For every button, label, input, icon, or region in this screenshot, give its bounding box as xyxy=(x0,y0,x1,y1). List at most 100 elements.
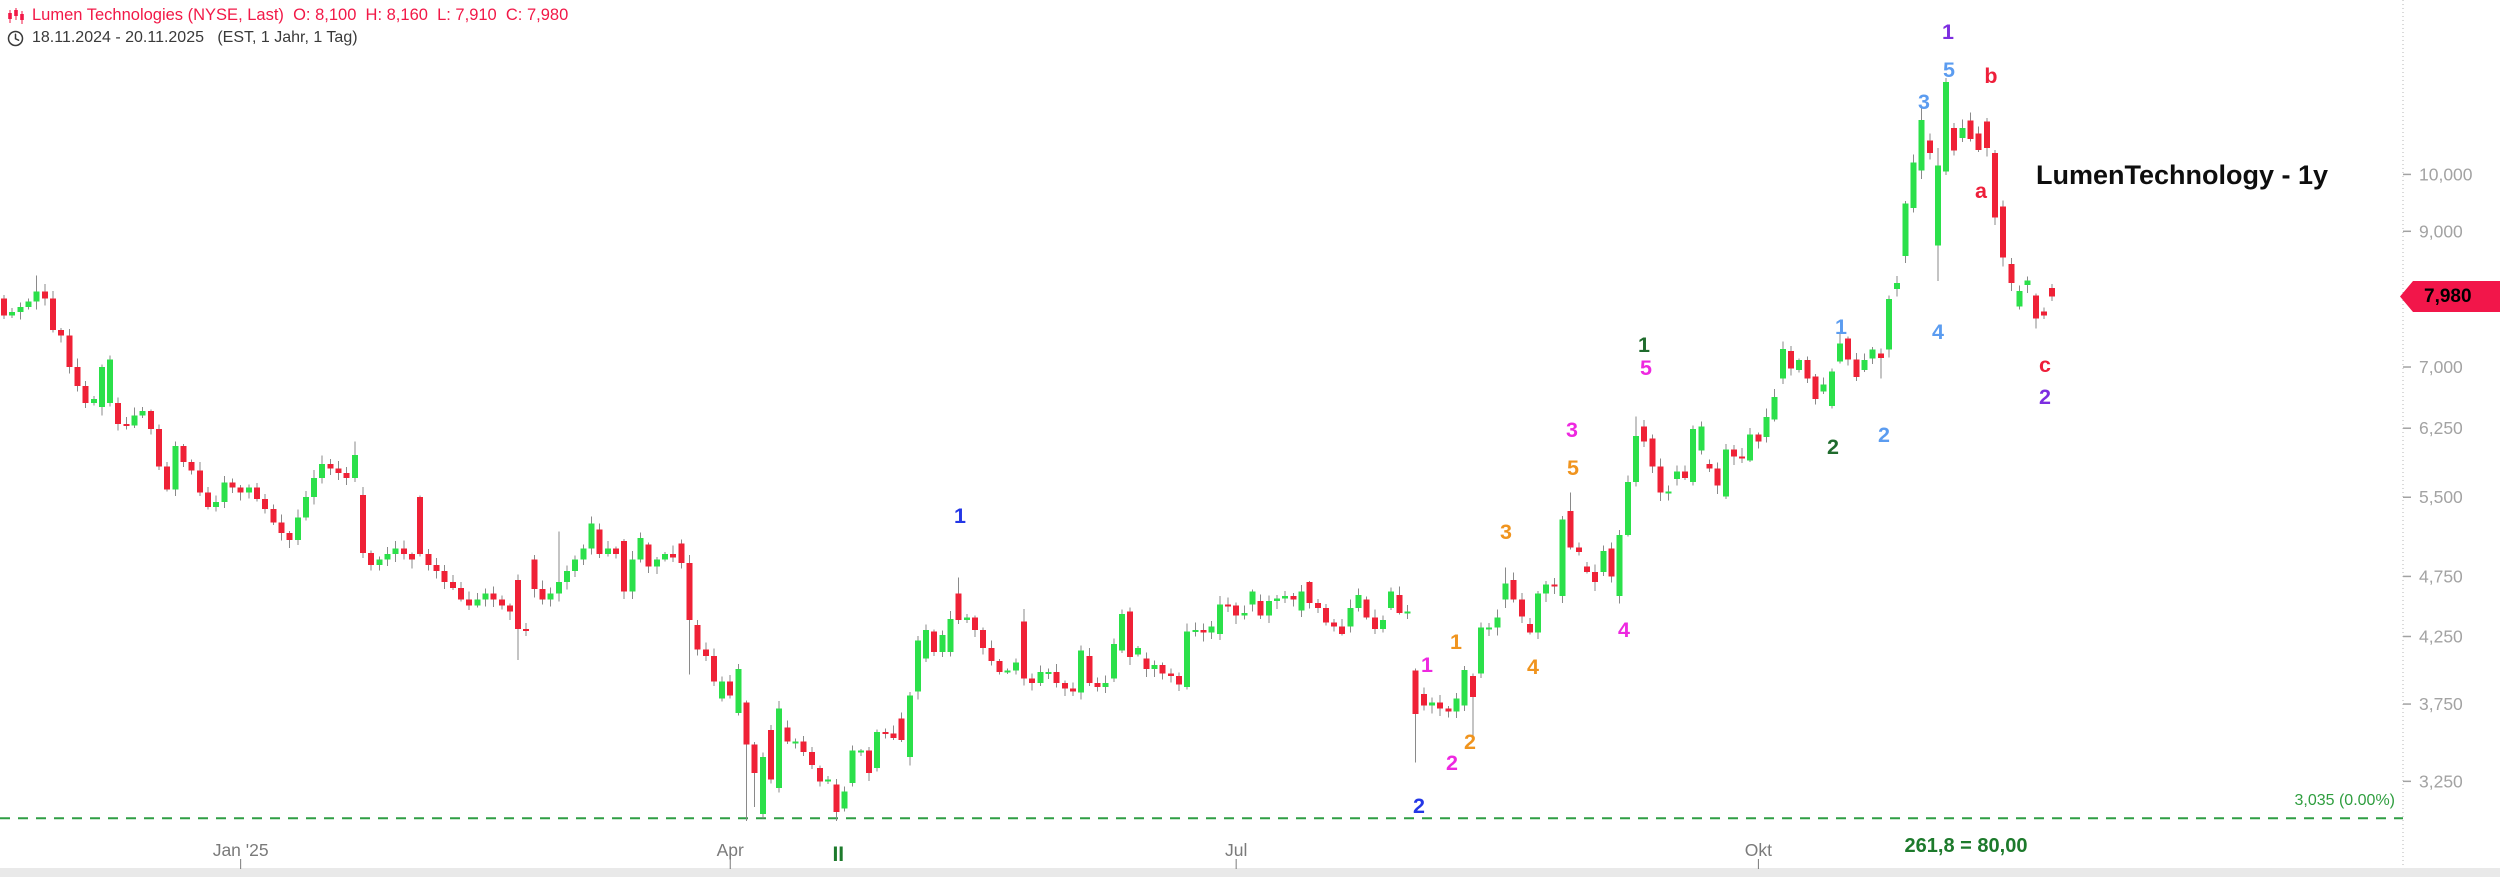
candle xyxy=(2008,264,2015,283)
wave-annotation-b: b xyxy=(1984,64,1997,88)
y-axis-tick-label: 3,750 xyxy=(2419,694,2463,714)
candle xyxy=(74,367,81,386)
candle xyxy=(1763,417,1770,437)
candle xyxy=(417,497,424,555)
wave-annotation-a: a xyxy=(1975,179,1988,203)
candle xyxy=(808,752,815,765)
candle xyxy=(123,423,130,426)
wave-annotation-2: 2 xyxy=(1413,794,1425,818)
x-axis-tick-label: Okt xyxy=(1745,840,1772,860)
wave-annotation-4: 4 xyxy=(1618,618,1630,642)
x-axis[interactable]: Jan '25 Apr Jul Okt II xyxy=(0,840,2500,877)
candle xyxy=(776,708,783,789)
candle xyxy=(621,541,628,592)
candle xyxy=(963,617,970,621)
candle xyxy=(800,741,807,753)
range-header: 18.11.2024 - 20.11.2025 (EST, 1 Jahr, 1 … xyxy=(7,29,358,47)
candle xyxy=(409,554,415,560)
candle xyxy=(278,522,285,533)
candle xyxy=(2049,288,2056,297)
candle xyxy=(384,554,391,560)
candle xyxy=(1314,603,1321,609)
candle xyxy=(1959,127,1966,138)
candle xyxy=(751,744,758,774)
candle xyxy=(735,669,742,713)
candle xyxy=(645,544,652,567)
candle xyxy=(914,640,921,692)
instrument-ohlc-text: Lumen Technologies (NYSE, Last) O: 8,100… xyxy=(32,6,569,24)
candle xyxy=(572,559,579,571)
candle xyxy=(392,548,399,555)
wave-annotation-5: 5 xyxy=(1640,356,1652,380)
candle xyxy=(759,756,766,814)
candle xyxy=(2032,295,2039,319)
candle xyxy=(196,470,203,493)
wave-annotation-1: 1 xyxy=(1942,20,1954,44)
candle xyxy=(1167,673,1174,677)
candle xyxy=(188,462,195,471)
candle xyxy=(1298,591,1305,611)
candle xyxy=(1257,600,1264,616)
candle xyxy=(1322,608,1329,623)
candle xyxy=(1143,658,1150,670)
wave-annotation-1: 1 xyxy=(1835,315,1847,339)
candle xyxy=(1429,702,1435,706)
candle xyxy=(1445,708,1452,712)
wave-annotation-2: 2 xyxy=(1446,751,1458,775)
candle xyxy=(1894,282,1901,289)
y-axis[interactable]: 10,000 9,000 7,000 6,250 5,500 4,750 4,250 3,75… xyxy=(2402,0,2473,867)
candle xyxy=(849,750,856,784)
candle xyxy=(1282,596,1289,599)
candle xyxy=(351,454,358,478)
y-axis-tick-label: 4,750 xyxy=(2419,566,2463,586)
candle xyxy=(1926,140,1933,154)
candle xyxy=(727,681,734,696)
candle xyxy=(1641,426,1648,442)
candle xyxy=(449,582,456,588)
candle xyxy=(49,298,56,330)
candle xyxy=(2041,311,2047,316)
candle xyxy=(205,492,211,508)
candle xyxy=(368,553,375,566)
candle xyxy=(1885,298,1892,350)
candle xyxy=(474,599,481,606)
candle xyxy=(1045,671,1052,674)
candle xyxy=(1902,203,1909,256)
y-axis-tick-label: 6,250 xyxy=(2419,418,2463,438)
candle xyxy=(1820,384,1827,392)
candle xyxy=(613,548,619,555)
candle xyxy=(1249,591,1256,605)
candle xyxy=(25,301,32,308)
candle xyxy=(1877,353,1884,358)
wave-annotation-3: 3 xyxy=(1566,418,1578,442)
y-axis-tick-label: 9,000 xyxy=(2419,221,2463,241)
candle xyxy=(1739,456,1746,459)
x-axis-tick-label: Apr xyxy=(717,840,744,860)
wave-annotation-2: 2 xyxy=(2039,385,2051,409)
x-axis-tick-label: Jul xyxy=(1225,840,1247,860)
candle xyxy=(1584,566,1591,572)
candles-layer[interactable] xyxy=(1,78,2056,821)
candle xyxy=(90,398,97,403)
candle xyxy=(1388,591,1395,609)
candle xyxy=(1380,620,1387,629)
candle xyxy=(1135,648,1142,655)
candle xyxy=(221,482,228,503)
candle xyxy=(955,593,962,621)
candle xyxy=(678,543,685,563)
candle xyxy=(817,768,823,782)
y-axis-tick-label: 3,250 xyxy=(2419,771,2463,791)
candle xyxy=(1510,579,1517,600)
candle xyxy=(172,445,179,490)
candle xyxy=(1127,611,1134,658)
candle xyxy=(604,548,611,555)
candle xyxy=(1592,571,1599,583)
candle xyxy=(898,718,905,740)
candle xyxy=(661,554,668,560)
candle xyxy=(1828,371,1835,407)
candle xyxy=(1273,598,1280,601)
candle xyxy=(17,307,24,313)
